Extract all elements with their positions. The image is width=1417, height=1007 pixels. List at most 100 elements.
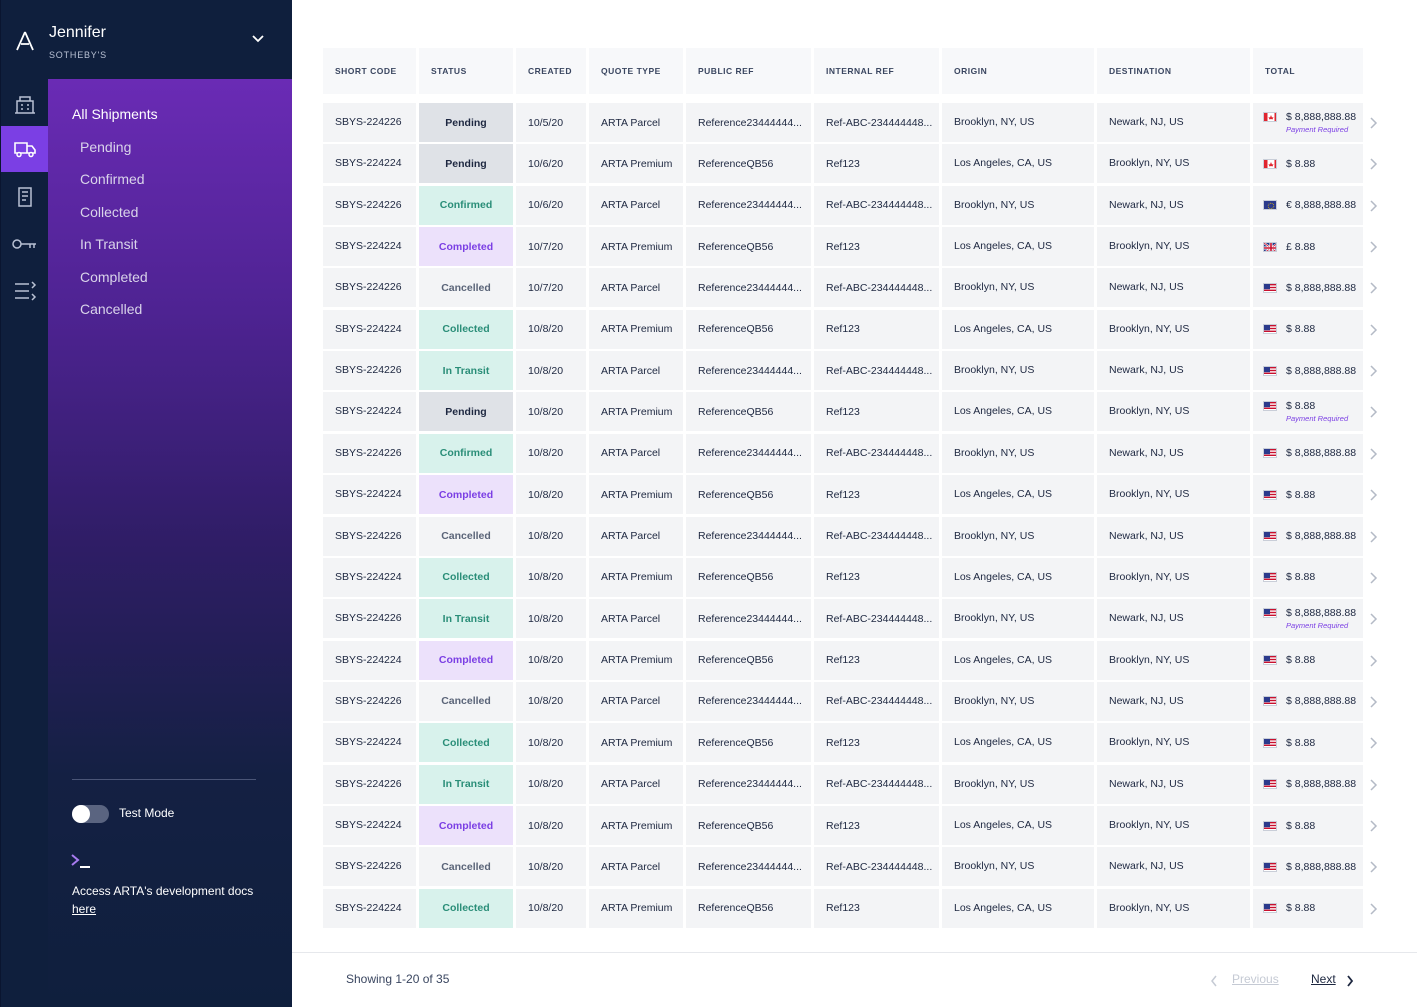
cell-total: $ 8,888,888.88 [1253, 764, 1363, 804]
row-chevron-right-icon[interactable] [1368, 117, 1378, 129]
cell-internal-ref: Ref-ABC-234444448... [814, 681, 939, 721]
header-internal-ref[interactable]: INTERNAL REF [814, 48, 939, 94]
cell-created: 10/7/20 [516, 268, 586, 308]
truck-icon [13, 142, 36, 158]
total-line: $ 8,888,888.88 [1263, 530, 1356, 542]
total-line: $ 8,888,888.88 [1263, 111, 1356, 123]
row-chevron-right-icon[interactable] [1368, 613, 1378, 625]
cell-short-code: SBYS-224224 [323, 227, 416, 267]
cell-internal-ref: Ref-ABC-234444448... [814, 268, 939, 308]
total-amount: $ 8,888,888.88 [1286, 447, 1357, 460]
row-chevron-right-icon[interactable] [1368, 696, 1378, 708]
chevron-right-icon[interactable] [1346, 975, 1354, 987]
row-chevron-right-icon[interactable] [1368, 489, 1378, 501]
header-quote-type[interactable]: QUOTE TYPE [589, 48, 683, 94]
nav-all-shipments[interactable]: All Shipments [72, 106, 158, 122]
row-chevron-right-icon[interactable] [1368, 324, 1378, 336]
table-row[interactable]: SBYS-224226 In Transit 10/8/20 ARTA Parcel R… [323, 351, 1378, 391]
table-row[interactable]: SBYS-224224 Completed 10/7/20 ARTA Premium R… [323, 227, 1378, 267]
test-mode-toggle[interactable] [72, 805, 109, 823]
cell-internal-ref: Ref-ABC-234444448... [814, 516, 939, 556]
cell-destination: Newark, NJ, US [1097, 433, 1250, 473]
next-page-link[interactable]: Next [1311, 972, 1336, 986]
header-origin[interactable]: ORIGIN [942, 48, 1094, 94]
chevron-down-icon[interactable] [251, 32, 265, 46]
table-row[interactable]: SBYS-224224 Pending 10/6/20 ARTA Premium Ref… [323, 144, 1378, 184]
cell-destination: Newark, NJ, US [1097, 681, 1250, 721]
table-row[interactable]: SBYS-224226 In Transit 10/8/20 ARTA Parcel R… [323, 599, 1378, 639]
cell-destination: Newark, NJ, US [1097, 185, 1250, 225]
row-chevron-right-icon[interactable] [1368, 861, 1378, 873]
table-row[interactable]: SBYS-224224 Completed 10/8/20 ARTA Premium R… [323, 806, 1378, 845]
cell-total: $ 8,888,888.88 [1253, 351, 1363, 391]
header-short-code[interactable]: SHORT CODE [323, 48, 416, 94]
total-amount: $ 8.88 [1286, 157, 1316, 170]
table-row[interactable]: SBYS-224226 Cancelled 10/8/20 ARTA Parcel Re… [323, 681, 1378, 721]
status-badge: Completed [419, 475, 513, 515]
nav-completed[interactable]: Completed [80, 269, 148, 285]
nav-confirmed[interactable]: Confirmed [80, 171, 145, 187]
table-row[interactable]: SBYS-224224 Pending 10/8/20 ARTA Premium Ref… [323, 392, 1378, 432]
cell-created: 10/6/20 [516, 144, 586, 184]
flag-us-icon [1263, 365, 1277, 376]
table-row[interactable]: SBYS-224226 In Transit 10/8/20 ARTA Parcel R… [323, 764, 1378, 804]
cell-internal-ref: Ref-ABC-234444448... [814, 599, 939, 639]
row-chevron-right-icon[interactable] [1368, 282, 1378, 294]
rail-shipments-button[interactable] [1, 126, 48, 172]
cell-destination: Brooklyn, NY, US [1097, 557, 1250, 597]
table-row[interactable]: SBYS-224224 Collected 10/8/20 ARTA Premium R… [323, 309, 1378, 349]
rail-keys-button[interactable] [1, 221, 48, 267]
table-row[interactable]: SBYS-224226 Pending 10/5/20 ARTA Parcel Refe… [323, 103, 1378, 142]
row-chevron-right-icon[interactable] [1368, 365, 1378, 377]
row-chevron-right-icon[interactable] [1368, 448, 1378, 460]
header-destination[interactable]: DESTINATION [1097, 48, 1250, 94]
flag-us-icon [1263, 448, 1277, 459]
row-chevron-right-icon[interactable] [1368, 158, 1378, 170]
table-row[interactable]: SBYS-224224 Collected 10/8/20 ARTA Premium R… [323, 888, 1378, 928]
docs-link[interactable]: here [72, 902, 97, 916]
chevron-left-icon[interactable] [1210, 975, 1218, 987]
cell-created: 10/8/20 [516, 557, 586, 597]
row-chevron-right-icon[interactable] [1368, 200, 1378, 212]
header-status[interactable]: STATUS [419, 48, 513, 94]
status-badge: Pending [419, 103, 513, 142]
header-public-ref[interactable]: PUBLIC REF [686, 48, 811, 94]
row-chevron-right-icon[interactable] [1368, 655, 1378, 667]
table-row[interactable]: SBYS-224226 Confirmed 10/8/20 ARTA Parcel Re… [323, 433, 1378, 473]
nav-pending[interactable]: Pending [80, 139, 132, 155]
table-row[interactable]: SBYS-224224 Completed 10/8/20 ARTA Premium R… [323, 475, 1378, 515]
table-row[interactable]: SBYS-224226 Confirmed 10/6/20 ARTA Parcel Re… [323, 185, 1378, 225]
cell-origin: Brooklyn, NY, US [942, 268, 1094, 308]
rail-building-button[interactable] [1, 81, 48, 127]
cell-short-code: SBYS-224226 [323, 185, 416, 225]
row-chevron-right-icon[interactable] [1368, 820, 1378, 832]
cell-short-code: SBYS-224226 [323, 433, 416, 473]
rail-logs-button[interactable] [1, 268, 48, 314]
table-row[interactable]: SBYS-224224 Collected 10/8/20 ARTA Premium R… [323, 557, 1378, 597]
table-row[interactable]: SBYS-224226 Cancelled 10/7/20 ARTA Parcel Re… [323, 268, 1378, 308]
table-row[interactable]: SBYS-224226 Cancelled 10/8/20 ARTA Parcel Re… [323, 847, 1378, 887]
previous-page-link[interactable]: Previous [1232, 972, 1279, 986]
table-row[interactable]: SBYS-224226 Cancelled 10/8/20 ARTA Parcel Re… [323, 516, 1378, 556]
row-chevron-right-icon[interactable] [1368, 903, 1378, 915]
nav-cancelled[interactable]: Cancelled [80, 301, 143, 317]
nav-collected[interactable]: Collected [80, 204, 139, 220]
row-chevron-right-icon[interactable] [1368, 737, 1378, 749]
row-chevron-right-icon[interactable] [1368, 572, 1378, 584]
table-row[interactable]: SBYS-224224 Collected 10/8/20 ARTA Premium R… [323, 723, 1378, 763]
row-chevron-right-icon[interactable] [1368, 241, 1378, 253]
cell-origin: Los Angeles, CA, US [942, 806, 1094, 845]
nav-in-transit[interactable]: In Transit [80, 236, 138, 252]
table-row[interactable]: SBYS-224224 Completed 10/8/20 ARTA Premium R… [323, 640, 1378, 680]
row-chevron-right-icon[interactable] [1368, 779, 1378, 791]
cell-created: 10/8/20 [516, 640, 586, 680]
cell-origin: Los Angeles, CA, US [942, 888, 1094, 928]
header-total[interactable]: TOTAL [1253, 48, 1363, 94]
row-chevron-right-icon[interactable] [1368, 530, 1378, 543]
total-line: $ 8.88 [1263, 820, 1315, 832]
row-chevron-right-icon[interactable] [1368, 406, 1378, 418]
cell-origin: Brooklyn, NY, US [942, 599, 1094, 639]
account-header[interactable]: Jennifer SOTHEBY'S [1, 0, 293, 79]
rail-documents-button[interactable] [1, 174, 48, 220]
header-created[interactable]: CREATED [516, 48, 586, 94]
